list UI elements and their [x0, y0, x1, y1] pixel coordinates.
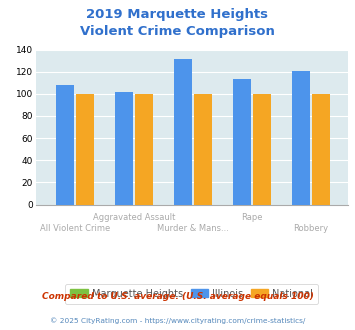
Bar — [233, 80, 251, 205]
Text: Compared to U.S. average. (U.S. average equals 100): Compared to U.S. average. (U.S. average … — [42, 292, 313, 301]
Bar — [76, 94, 94, 205]
Text: © 2025 CityRating.com - https://www.cityrating.com/crime-statistics/: © 2025 CityRating.com - https://www.city… — [50, 317, 305, 324]
Text: Robbery: Robbery — [293, 224, 328, 233]
Bar — [174, 59, 192, 205]
Bar — [253, 94, 271, 205]
Bar — [194, 94, 212, 205]
Text: Murder & Mans...: Murder & Mans... — [157, 224, 229, 233]
Text: Rape: Rape — [241, 213, 263, 222]
Text: 2019 Marquette Heights: 2019 Marquette Heights — [87, 8, 268, 21]
Bar — [56, 85, 74, 205]
Text: Aggravated Assault: Aggravated Assault — [93, 213, 175, 222]
Bar — [312, 94, 330, 205]
Text: Violent Crime Comparison: Violent Crime Comparison — [80, 25, 275, 38]
Bar — [135, 94, 153, 205]
Bar — [115, 92, 133, 205]
Legend: Marquette Heights, Illinois, National: Marquette Heights, Illinois, National — [65, 284, 318, 304]
Bar — [292, 71, 310, 205]
Text: All Violent Crime: All Violent Crime — [40, 224, 110, 233]
